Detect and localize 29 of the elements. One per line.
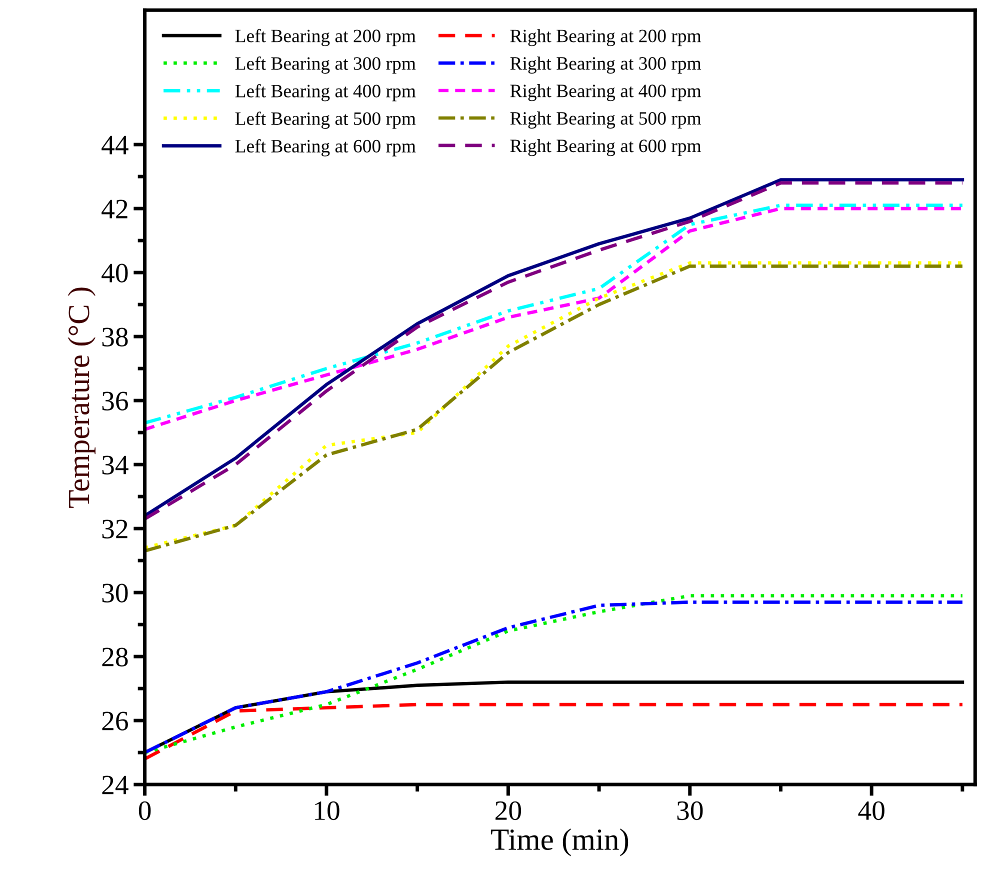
legend-label: Left Bearing at 300 rpm bbox=[235, 56, 416, 74]
y-tick-label: 34 bbox=[102, 456, 128, 474]
y-tick-label: 30 bbox=[102, 584, 128, 602]
y-tick-label: 40 bbox=[102, 264, 128, 282]
x-tick-label: 30 bbox=[677, 801, 703, 820]
x-tick-label: 0 bbox=[138, 801, 151, 820]
legend-label: Left Bearing at 600 rpm bbox=[235, 139, 416, 156]
legend-label: Left Bearing at 200 rpm bbox=[235, 28, 416, 46]
y-axis-title: Temperature (°C ) bbox=[68, 288, 96, 508]
x-axis-title: Time (min) bbox=[491, 828, 628, 856]
legend-label: Right Bearing at 600 rpm bbox=[510, 139, 702, 156]
x-tick-label: 10 bbox=[315, 801, 340, 820]
line-series bbox=[144, 702, 964, 761]
y-tick-label: 42 bbox=[102, 200, 128, 218]
legend-label: Right Bearing at 400 rpm bbox=[510, 84, 702, 102]
y-tick-label: 26 bbox=[102, 712, 128, 730]
y-tick-label: 32 bbox=[102, 520, 128, 538]
legend-label: Left Bearing at 500 rpm bbox=[235, 112, 416, 129]
y-tick-label: 44 bbox=[102, 136, 128, 154]
legend-label: Right Bearing at 500 rpm bbox=[510, 112, 702, 129]
legend-label: Right Bearing at 300 rpm bbox=[510, 56, 702, 74]
y-tick-label: 28 bbox=[102, 648, 128, 666]
y-tick-label: 24 bbox=[102, 776, 128, 794]
y-tick-label: 38 bbox=[102, 328, 128, 346]
x-tick-label: 40 bbox=[858, 801, 884, 820]
y-tick-label: 36 bbox=[102, 392, 128, 410]
x-tick-label: 20 bbox=[496, 801, 522, 820]
legend-label: Left Bearing at 400 rpm bbox=[235, 84, 416, 102]
legend-label: Right Bearing at 200 rpm bbox=[510, 29, 702, 46]
